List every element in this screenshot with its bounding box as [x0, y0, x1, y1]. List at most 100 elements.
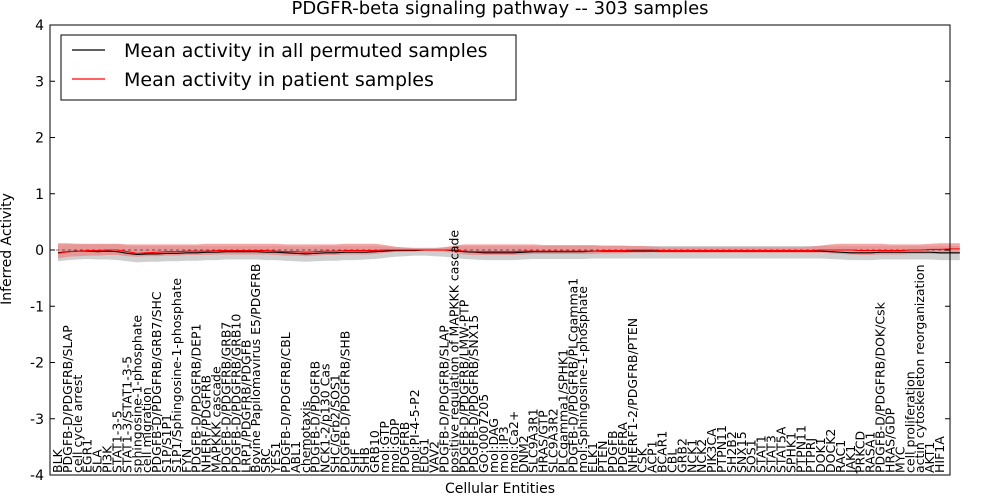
category-label: HRAS/GTP	[536, 410, 551, 473]
category-label: SOS1	[744, 439, 759, 473]
category-label: MYC	[892, 446, 907, 473]
y-axis-label: Inferred Activity	[0, 193, 15, 305]
legend-label-patient: Mean activity in patient samples	[124, 69, 434, 91]
category-label: PDGFB-D/PDGFRB/DEP1	[189, 324, 204, 474]
category-label: GRB10	[367, 430, 382, 473]
category-label: HRAS/GDP	[882, 407, 897, 473]
category-label: mol:IP3	[496, 426, 511, 473]
category-label: STAT1	[754, 435, 769, 473]
category-label: PDGFB	[605, 430, 620, 473]
category-label: MAPKKK cascade	[209, 366, 224, 473]
plot-frame	[49, 24, 951, 476]
category-label: DOK1	[813, 437, 828, 473]
category-label: PDGFB-D/PDGFRB	[308, 361, 323, 473]
y-tick-label: -2	[30, 356, 44, 372]
y-tick-label: 2	[35, 131, 44, 147]
category-label: PDGFRA	[615, 422, 630, 473]
category-label: ACP1	[645, 440, 660, 473]
category-label: mol:DAG	[486, 418, 501, 473]
category-label: ABL1	[288, 441, 303, 473]
category-label: NCK2	[694, 439, 709, 473]
y-tick-label: 0	[35, 243, 44, 259]
category-label: NCK1	[684, 439, 699, 473]
category-label: SRC	[258, 448, 273, 473]
category-label: PDGFB-D/PDGFRB/DOK/Csk	[873, 301, 888, 473]
category-label: PTPN11	[714, 425, 729, 473]
category-label: CSK	[635, 447, 650, 473]
y-tick-label: 4	[35, 18, 44, 34]
category-label: PDGFB-D/PDGFRB/PLCgamma1	[565, 278, 580, 473]
category-label: cell migration	[139, 387, 154, 473]
category-label: PDGFB-D/PDGFRB/SLAP	[60, 325, 75, 473]
category-label: S1P1/Sphingosine-1-phosphate	[169, 278, 184, 473]
category-label: PLCgamma1/SPHK1	[555, 349, 570, 473]
category-label: PI3K	[100, 445, 115, 473]
line-series-1	[57, 248, 960, 254]
category-label: VAV2	[427, 441, 442, 473]
category-label: chemotaxis	[298, 401, 313, 473]
band-series-1	[58, 243, 960, 259]
category-label: PRKCD	[853, 431, 868, 473]
category-label: STAT1-3/STAT1-3-5	[119, 356, 134, 473]
category-label: cell cycle arrest	[70, 375, 85, 473]
category-label: PDGFB-D/PDGFRB/SNX15	[466, 315, 481, 473]
category-label: STAT1-3-5	[109, 410, 124, 473]
category-label: sphingosine-1-phosphate	[129, 315, 144, 473]
category-label: S1P/S1P1	[159, 414, 174, 473]
category-label: cell proliferation	[902, 371, 917, 473]
category-label: PTEN	[595, 441, 610, 473]
y-tick-label: -4	[30, 468, 44, 484]
category-label: NCK1-2/p130 Cas	[318, 363, 333, 473]
category-label: PDGFB-D/PDGFRB/SHB	[337, 331, 352, 473]
category-label: NHERF1-2/PDGFRB/PTEN	[625, 318, 640, 473]
category-label: RAC1	[833, 440, 848, 473]
category-label: DOCK2	[823, 429, 838, 473]
category-label: PTPRJ	[803, 438, 818, 473]
category-label: mol:GTP	[377, 421, 392, 473]
y-tick-label: -1	[30, 299, 44, 315]
category-label: BCAR1	[655, 431, 670, 473]
x-axis-label: Cellular Entities	[445, 481, 555, 497]
category-label: PDGFB-D/PDGFRB/GRB10	[228, 314, 243, 473]
category-label: mol:Ca2+	[506, 411, 521, 473]
category-label: SNX15	[734, 431, 749, 473]
category-label: EGR1	[80, 439, 95, 473]
category-label: mol:PI-4-5-P2	[407, 389, 422, 473]
category-label: SHB	[357, 447, 372, 473]
category-label: AKT1	[922, 442, 937, 473]
confidence-bands	[58, 243, 960, 263]
legend-label-permuted: Mean activity in all permuted samples	[124, 40, 487, 62]
category-label: SHF	[347, 448, 362, 473]
category-label: SH2B2	[724, 431, 739, 473]
category-label: LRP1/PDGFRB/PDGFB	[238, 340, 253, 473]
y-axis-ticks: -4 -3 -2 -1 0 1 2 3 4	[30, 18, 950, 484]
category-label: PDGFB-D/PDGFRB/CBL	[278, 332, 293, 473]
category-label: positive regulation of MAPKKK cascade	[446, 230, 461, 473]
line-series-0	[57, 249, 960, 256]
category-label: PIK3CA	[704, 428, 719, 473]
y-tick-label: 1	[35, 187, 44, 203]
category-label: DNM2	[516, 435, 531, 473]
category-label: SLC9A3R2	[546, 408, 561, 473]
chart-title: PDGFR-beta signaling pathway -- 303 samp…	[291, 0, 708, 19]
category-label: PDGFB-D/PDGFRB/GRB7	[218, 322, 233, 473]
category-label: STAT5A	[773, 426, 788, 473]
category-label: RASA1	[863, 432, 878, 473]
category-label: HIF1A	[932, 436, 947, 473]
category-label: SPHK1	[783, 432, 798, 473]
category-label: PTPN11	[793, 425, 808, 473]
category-label: SLC9A3R1	[526, 408, 541, 473]
category-label: GRB2	[674, 438, 689, 473]
category-label: FYN	[179, 449, 194, 473]
category-label: PDGFB-D/PDGFRB/SLAP	[436, 325, 451, 473]
category-label: SLA	[90, 449, 105, 473]
category-label: GO:0007205	[476, 394, 491, 473]
category-label: PDGFB-D/PDGFRB/LMW-PTP	[456, 299, 471, 473]
category-label: YES1	[268, 442, 283, 474]
category-label: CBL	[664, 449, 679, 473]
category-label: NHERF/PDGFRB	[199, 375, 214, 473]
legend: Mean activity in all permuted samples Me…	[60, 34, 517, 101]
series-lines	[57, 248, 960, 256]
